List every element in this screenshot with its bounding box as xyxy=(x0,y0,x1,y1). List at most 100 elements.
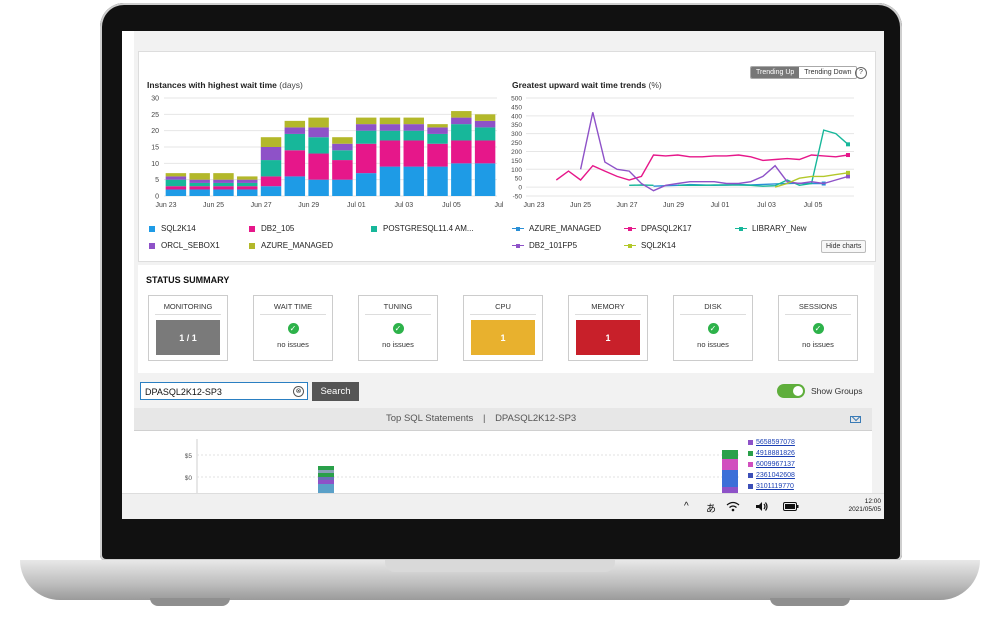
left-bar-segment xyxy=(355,143,377,174)
hide-charts-button[interactable]: Hide charts xyxy=(821,240,867,253)
left-bar-chart: 0 5 10 15 20 25 30 Jun 23 Jun 25 Jun 27 Jun 29 Jul … xyxy=(151,96,504,210)
battery-icon[interactable] xyxy=(783,502,799,511)
charts-panel: Instances with highest wait time (days) … xyxy=(138,51,876,262)
right-ytick-label: 150 xyxy=(511,158,522,165)
status-card-tuning[interactable]: TUNING ✓ no issues xyxy=(358,295,438,361)
left-bar-segment xyxy=(379,140,401,167)
trending-up-button[interactable]: Trending Up xyxy=(751,67,800,78)
left-bar-segment xyxy=(451,140,472,164)
status-summary-panel: STATUS SUMMARY MONITORING 1 / 1 WAIT TIME ✓… xyxy=(138,265,874,373)
left-ytick-label: 5 xyxy=(155,177,159,184)
sql-swatch xyxy=(748,473,753,478)
sql-statement-link[interactable]: 2361042608 xyxy=(748,470,795,481)
left-bar-segment xyxy=(213,179,234,183)
right-legend-item[interactable]: DPASQL2K17 xyxy=(624,224,692,233)
status-card-wait-time[interactable]: WAIT TIME ✓ no issues xyxy=(253,295,333,361)
legend-label: ORCL_SEBOX1 xyxy=(161,241,220,250)
sql-statement-link[interactable]: 5658597078 xyxy=(748,437,795,448)
left-ytick-label: 15 xyxy=(151,145,159,152)
left-legend-item[interactable]: POSTGRESQL11.4 AM... xyxy=(371,224,474,233)
left-bar-segment xyxy=(427,166,448,196)
legend-label: LIBRARY_New xyxy=(752,224,807,233)
ime-indicator[interactable]: あ xyxy=(706,504,716,515)
status-card-divider xyxy=(575,314,641,315)
left-xtick-label: Jun 27 xyxy=(251,202,272,209)
sql-statement-link[interactable]: 3101119770 xyxy=(748,481,795,492)
legend-label: DPASQL2K17 xyxy=(641,224,692,233)
legend-label: SQL2K14 xyxy=(161,224,196,233)
status-card-memory[interactable]: MEMORY 1 xyxy=(568,295,648,361)
left-chart-title: Instances with highest wait time (days) xyxy=(147,80,303,90)
right-series-line xyxy=(555,154,849,181)
left-bar-segment xyxy=(451,117,472,125)
show-groups-toggle[interactable] xyxy=(777,384,805,398)
trend-toggle: Trending Up Trending Down xyxy=(750,66,858,79)
status-card-sessions[interactable]: SESSIONS ✓ no issues xyxy=(778,295,858,361)
laptop-foot-left xyxy=(150,598,230,606)
left-bar-segment xyxy=(355,130,377,144)
right-chart-title-text: Greatest upward wait time trends xyxy=(512,80,647,90)
right-legend-item[interactable]: AZURE_MANAGED xyxy=(512,224,601,233)
status-card-label: CPU xyxy=(495,302,511,311)
legend-line-swatch xyxy=(512,226,524,232)
search-button[interactable]: Search xyxy=(312,382,359,401)
left-bar-segment xyxy=(332,150,353,161)
sql-statement-link[interactable]: 4918881826 xyxy=(748,448,795,459)
left-bar-segment xyxy=(427,143,448,167)
left-xtick-label: Jul 01 xyxy=(347,202,366,209)
legend-line-swatch xyxy=(624,226,636,232)
left-bar-segment xyxy=(284,150,306,177)
left-bar-segment xyxy=(427,133,448,144)
help-icon[interactable]: ? xyxy=(855,67,867,79)
left-bar-segment xyxy=(379,117,401,125)
right-legend-item[interactable]: SQL2K14 xyxy=(624,241,676,250)
trending-down-button[interactable]: Trending Down xyxy=(799,67,857,78)
left-bar-segment xyxy=(189,189,210,196)
taskbar-clock[interactable]: 12:00 2021/05/05 xyxy=(826,498,881,514)
left-legend-item[interactable]: ORCL_SEBOX1 xyxy=(149,241,220,250)
left-bar-segment xyxy=(260,147,282,161)
left-bar-segment xyxy=(403,166,424,196)
status-card-disk[interactable]: DISK ✓ no issues xyxy=(673,295,753,361)
screen: Instances with highest wait time (days) … xyxy=(122,31,884,519)
wifi-icon[interactable] xyxy=(726,501,740,512)
status-card-cpu[interactable]: CPU 1 xyxy=(463,295,543,361)
top-sql-title: Top SQL Statements xyxy=(386,413,474,424)
clear-search-icon[interactable]: ⊗ xyxy=(293,386,304,397)
left-bar-segment xyxy=(332,137,353,144)
legend-label: SQL2K14 xyxy=(641,241,676,250)
email-icon[interactable] xyxy=(850,416,861,423)
legend-line-swatch xyxy=(735,226,747,232)
legend-label: DB2_105 xyxy=(261,224,295,233)
instance-search-input[interactable]: DPASQL2K12-SP3 xyxy=(140,382,308,400)
left-legend-item[interactable]: DB2_105 xyxy=(249,224,294,233)
left-bar-segment xyxy=(379,130,401,141)
speaker-icon[interactable] xyxy=(755,501,769,512)
status-card-label: MONITORING xyxy=(163,302,213,311)
right-legend-item[interactable]: LIBRARY_New xyxy=(735,224,807,233)
left-legend-item[interactable]: SQL2K14 xyxy=(149,224,196,233)
right-xtick-label: Jun 23 xyxy=(523,202,544,209)
right-series-endpoint xyxy=(846,170,850,175)
left-bar-segment xyxy=(237,179,258,183)
show-hidden-icons-chevron[interactable]: ^ xyxy=(684,501,689,512)
right-ytick-label: -50 xyxy=(513,194,523,201)
left-bar-segment xyxy=(189,186,210,190)
top-sql-ytick-0: $0 xyxy=(185,475,193,482)
top-sql-title-group: Top SQL Statements | DPASQL2K12-SP3 xyxy=(386,408,576,430)
left-legend-item[interactable]: AZURE_MANAGED xyxy=(249,241,333,250)
laptop-notch xyxy=(385,560,615,572)
status-card-label: MEMORY xyxy=(591,302,625,311)
sql-statement-id: 4918881826 xyxy=(756,450,795,457)
left-xtick-label: Jul 05 xyxy=(442,202,461,209)
left-bar-segment xyxy=(332,179,353,196)
right-series-line xyxy=(629,129,849,187)
taskbar-date: 2021/05/05 xyxy=(848,506,881,513)
right-ytick-label: 250 xyxy=(511,140,522,147)
sql-statement-link[interactable]: 6009967137 xyxy=(748,459,795,470)
left-xtick-label: Jun 25 xyxy=(203,202,224,209)
status-card-value: 1 / 1 xyxy=(156,320,220,355)
status-card-monitoring[interactable]: MONITORING 1 / 1 xyxy=(148,295,228,361)
right-legend-item[interactable]: DB2_101FP5 xyxy=(512,241,577,250)
